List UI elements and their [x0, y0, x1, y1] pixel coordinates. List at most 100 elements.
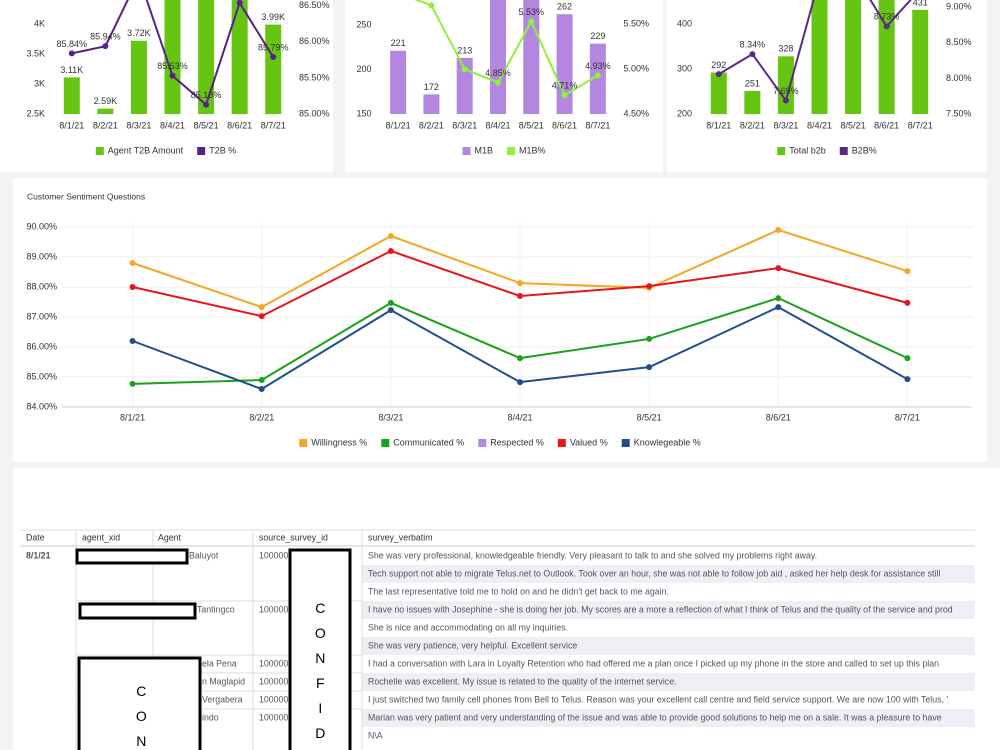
- y-tick-label: 3K: [34, 78, 45, 88]
- redaction-box: [77, 656, 202, 750]
- line-point: [517, 355, 523, 362]
- legend-marker: [777, 147, 786, 155]
- line-point: [428, 2, 435, 9]
- x-tick-label: 8/6/21: [227, 120, 252, 130]
- y2-tick-label: 8.50%: [946, 37, 972, 47]
- y2-tick-label: 9.00%: [946, 2, 972, 12]
- legend-label: T2B %: [209, 145, 236, 155]
- bar: [556, 14, 573, 114]
- data-label: 4.71%: [552, 81, 578, 91]
- cell: She was very patience, very helpful. Exc…: [368, 640, 577, 650]
- row-shade: [362, 637, 975, 655]
- bar: [710, 72, 727, 114]
- cell: 100000: [259, 658, 288, 668]
- y-tick-label: 200: [356, 64, 371, 74]
- bar: [912, 9, 929, 115]
- line-point: [387, 299, 394, 306]
- x-tick-label: 8/3/21: [452, 120, 477, 130]
- line-point: [270, 54, 277, 60]
- y2-tick-label: 7.50%: [946, 108, 972, 118]
- column-header: agent_xid: [82, 532, 120, 542]
- line-point: [517, 293, 523, 299]
- data-label: 3.72K: [127, 28, 151, 38]
- row-shade: [362, 601, 975, 619]
- charts: 2.5K 3K 3.5K 4K 85.00% 85.50% 86.00% 86.50% 8/1/…: [26, 0, 972, 447]
- bar: [845, 0, 862, 114]
- line-point: [129, 284, 136, 290]
- x-tick-label: 8/7/21: [261, 120, 286, 130]
- data-label: 292: [711, 60, 726, 70]
- x-tick-label: 8/5/21: [519, 120, 544, 130]
- bar: [130, 40, 147, 114]
- bar: [390, 50, 407, 114]
- bar: [265, 24, 282, 115]
- line-point: [775, 227, 782, 233]
- y2-tick-label: 86.50%: [299, 0, 330, 10]
- data-label: 85.53%: [157, 61, 188, 71]
- legend-label: Total b2b: [789, 145, 826, 155]
- x-tick-label: 8/1/21: [386, 120, 411, 130]
- x-tick-label: 8/2/21: [740, 120, 765, 130]
- legend-marker: [557, 439, 566, 447]
- x-tick-label: 8/4/21: [485, 120, 510, 130]
- data-label: 229: [590, 31, 605, 41]
- cell: 100000: [259, 712, 288, 722]
- legend-marker: [299, 439, 308, 447]
- line-point: [258, 304, 265, 311]
- x-tick-label: 8/5/21: [637, 412, 662, 422]
- legend-label: Communicated %: [393, 437, 464, 447]
- data-label: 85.13%: [191, 90, 222, 100]
- line-point: [883, 23, 890, 30]
- legend-marker: [381, 439, 390, 447]
- line-point: [129, 380, 136, 387]
- data-label: 221: [391, 38, 406, 48]
- table: Date agent_xid Agent source_survey_id survey…: [20, 529, 975, 750]
- x-tick-label: 8/7/21: [908, 120, 933, 130]
- y-tick-label: 90.00%: [26, 221, 57, 231]
- data-label: 431: [913, 0, 928, 7]
- x-tick-label: 8/4/21: [160, 120, 185, 130]
- x-tick-label: 8/5/21: [194, 120, 219, 130]
- legend-label: M1B: [474, 145, 493, 155]
- column-header: Agent: [158, 532, 182, 542]
- line-point: [169, 72, 176, 79]
- legend-label: Willingness %: [311, 437, 367, 447]
- verbatim-column: She was very professional, knowledgeable…: [368, 550, 953, 740]
- legend-label: M1B%: [519, 145, 546, 155]
- redaction-label: CON: [133, 683, 149, 750]
- line-point: [258, 377, 265, 383]
- line-point: [904, 299, 911, 306]
- data-label: 3.11K: [60, 65, 83, 75]
- cell: The last representative told me to hold …: [368, 586, 669, 596]
- cell: indo: [202, 712, 219, 722]
- data-label: 8.34%: [740, 40, 766, 50]
- line-point: [749, 51, 756, 58]
- x-tick-label: 8/1/21: [59, 120, 84, 130]
- bar: [878, 0, 895, 115]
- x-tick-label: 8/2/21: [249, 412, 274, 422]
- y2-tick-label: 86.00%: [299, 36, 330, 46]
- x-tick-label: 8/6/21: [552, 120, 577, 130]
- legend: Willingness % Communicated % Respected % Va…: [299, 437, 701, 447]
- line-point: [258, 313, 265, 320]
- data-label: 7.69%: [773, 86, 799, 96]
- line-point: [646, 335, 653, 342]
- row-shade: [362, 565, 975, 583]
- bar: [63, 77, 80, 114]
- data-label: 328: [778, 44, 793, 54]
- y-tick-label: 88.00%: [26, 281, 57, 291]
- y-tick-label: 89.00%: [26, 251, 57, 261]
- x-tick-label: 8/4/21: [807, 120, 832, 130]
- y-tick-label: 250: [356, 19, 371, 29]
- line-point: [775, 304, 782, 311]
- y2-tick-label: 5.50%: [624, 19, 650, 29]
- legend-marker: [462, 147, 471, 155]
- line-point: [646, 364, 653, 371]
- y2-tick-label: 85.00%: [299, 108, 330, 118]
- column-header: source_survey_id: [259, 532, 328, 542]
- line-point: [775, 295, 782, 302]
- bar: [744, 91, 761, 114]
- line-point: [561, 92, 568, 99]
- bar: [97, 108, 114, 114]
- cell: N\A: [368, 730, 383, 740]
